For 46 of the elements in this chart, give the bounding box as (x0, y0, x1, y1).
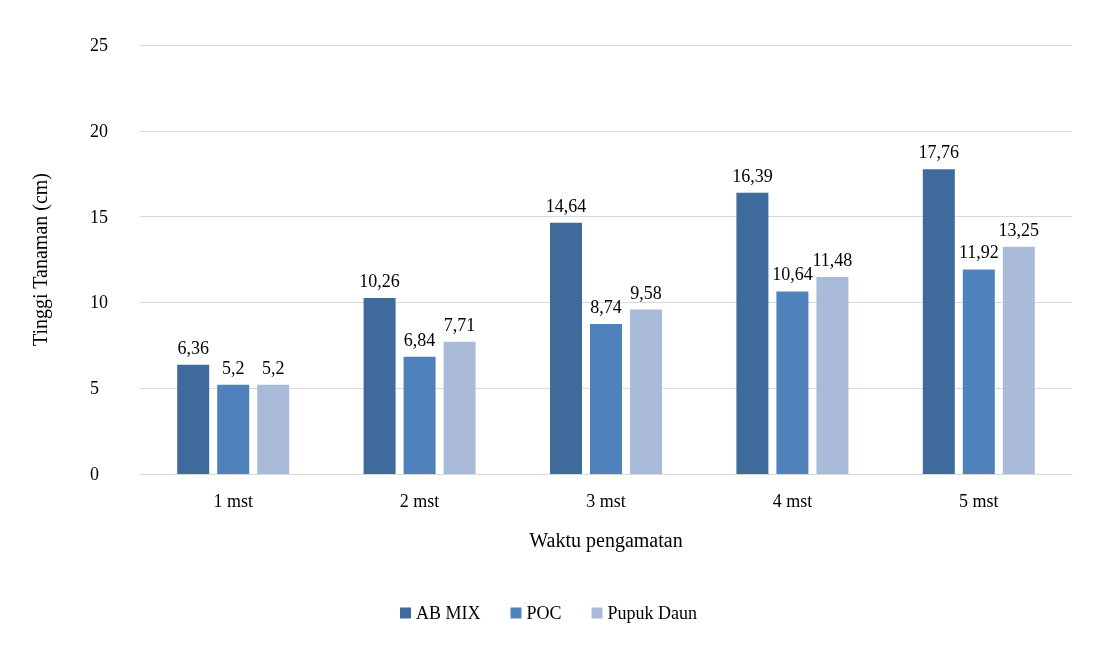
data-label: 16,39 (732, 165, 773, 186)
legend-label: AB MIX (415, 603, 481, 623)
data-label: 13,25 (998, 219, 1040, 240)
bar (630, 309, 662, 474)
data-label: 8,74 (590, 297, 622, 318)
x-axis-title: Waktu pengamatan (529, 529, 683, 552)
y-tick-label: 25 (90, 35, 108, 55)
bar (590, 324, 622, 474)
data-label: 6,84 (403, 329, 436, 350)
legend-label: Pupuk Daun (607, 603, 698, 623)
bar (776, 291, 809, 474)
x-tick-label: 5 mst (959, 491, 999, 511)
data-label: 17,76 (918, 142, 960, 163)
bar (550, 222, 582, 474)
x-tick-label: 3 mst (586, 491, 626, 511)
data-label: 9,58 (630, 282, 662, 303)
legend-label: POC (526, 603, 562, 623)
data-label: 5,2 (261, 357, 285, 378)
bar (403, 356, 436, 474)
data-label: 10,64 (772, 264, 813, 285)
data-label: 6,36 (177, 337, 209, 358)
bar (1002, 246, 1035, 474)
x-tick-label: 1 mst (213, 491, 253, 511)
x-tick-label: 4 mst (772, 491, 813, 511)
bar (217, 384, 250, 474)
x-tick-label: 2 mst (399, 491, 440, 511)
y-tick-label: 10 (90, 292, 108, 313)
data-label: 11,48 (812, 250, 853, 270)
data-label: 11,92 (958, 242, 999, 263)
bar (816, 277, 849, 474)
data-label: 10,26 (359, 270, 400, 291)
bar (257, 384, 290, 474)
data-label: 7,71 (443, 314, 476, 335)
y-axis-title: Tinggi Tanaman (cm) (29, 172, 52, 347)
bar (736, 192, 769, 474)
bar (177, 364, 210, 474)
bar (922, 169, 955, 474)
data-label: 5,2 (221, 357, 245, 378)
y-tick-label: 0 (90, 464, 99, 484)
bar (962, 269, 995, 474)
y-tick-label: 5 (90, 378, 99, 399)
y-tick-label: 20 (90, 120, 108, 141)
data-label: 14,64 (545, 195, 587, 216)
y-tick-label: 15 (90, 206, 108, 227)
bar (443, 341, 476, 474)
bar (363, 297, 396, 474)
